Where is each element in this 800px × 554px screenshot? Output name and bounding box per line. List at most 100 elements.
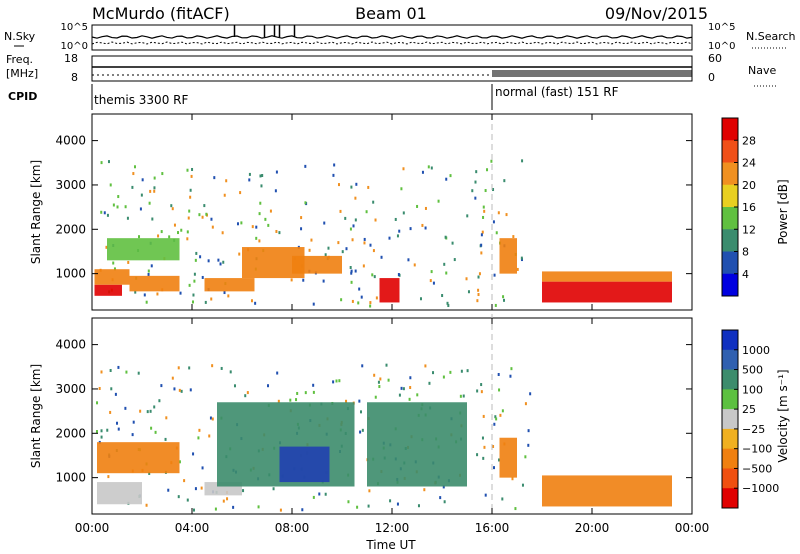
- scatter-cell: [430, 270, 433, 274]
- scatter-cell: [139, 409, 142, 413]
- scatter-cell: [223, 291, 226, 295]
- echo-region: [292, 255, 342, 274]
- nave-tick-low: 0: [708, 71, 715, 84]
- scatter-cell: [524, 402, 527, 406]
- scatter-cell: [494, 415, 497, 419]
- scatter-cell: [193, 272, 196, 276]
- velocity-heatmap: [95, 363, 672, 512]
- scatter-cell: [312, 302, 315, 306]
- scatter-cell: [201, 466, 204, 470]
- nsky-panel: [91, 24, 693, 51]
- scatter-cell: [138, 235, 141, 239]
- scatter-cell: [354, 196, 357, 200]
- time-tick-label: 20:00: [575, 521, 610, 535]
- velocity-y-axis: 1000 2000 3000 4000: [55, 338, 692, 485]
- colorbar-tick-label: 25: [742, 403, 756, 416]
- scatter-cell: [480, 243, 483, 247]
- freq-trace: [92, 66, 692, 77]
- scatter-cell: [493, 466, 496, 470]
- scatter-cell: [242, 489, 245, 493]
- scatter-cell: [209, 416, 212, 420]
- scatter-cell: [482, 456, 485, 460]
- scatter-cell: [269, 209, 272, 213]
- scatter-cell: [499, 413, 502, 417]
- scatter-cell: [466, 214, 469, 218]
- scatter-cell: [423, 488, 426, 492]
- scatter-cell: [289, 398, 292, 402]
- scatter-cell: [161, 172, 164, 176]
- scatter-cell: [198, 428, 201, 432]
- scatter-cell: [501, 409, 504, 413]
- station-title: McMurdo (fitACF): [92, 4, 230, 23]
- scatter-cell: [210, 297, 213, 301]
- scatter-cell: [197, 436, 200, 440]
- scatter-cell: [180, 228, 183, 232]
- colorbar-segment: [722, 207, 738, 230]
- scatter-cell: [154, 430, 157, 434]
- scatter-cell: [400, 386, 403, 390]
- scatter-cell: [349, 227, 352, 231]
- scatter-cell: [465, 277, 468, 281]
- scatter-cell: [244, 394, 247, 398]
- scatter-cell: [173, 387, 176, 391]
- colorbar-segment: [722, 184, 738, 208]
- scatter-cell: [106, 428, 109, 432]
- nave-tick-high: 60: [708, 52, 722, 65]
- scatter-cell: [480, 390, 483, 394]
- freq-units-label: [MHz]: [6, 67, 38, 80]
- scatter-cell: [445, 177, 448, 181]
- scatter-cell: [409, 386, 412, 390]
- scatter-cell: [369, 301, 372, 305]
- scatter-cell: [327, 246, 330, 250]
- scatter-cell: [324, 492, 327, 496]
- freq-tick-low: 8: [71, 71, 78, 84]
- scatter-cell: [277, 399, 280, 403]
- scatter-cell: [449, 174, 452, 178]
- colorbar-tick-label: −25: [742, 423, 765, 436]
- scatter-cell: [295, 398, 298, 402]
- scatter-cell: [493, 422, 496, 426]
- scatter-cell: [441, 294, 444, 298]
- scatter-cell: [402, 167, 405, 171]
- scatter-cell: [153, 186, 156, 190]
- scatter-cell: [443, 500, 446, 504]
- scatter-cell: [413, 263, 416, 267]
- scatter-cell: [186, 168, 189, 172]
- scatter-cell: [192, 508, 195, 512]
- scatter-cell: [107, 160, 110, 164]
- scatter-cell: [109, 368, 112, 372]
- time-tick-label: 08:00: [275, 521, 310, 535]
- scatter-cell: [442, 485, 445, 489]
- echo-region: [107, 238, 180, 261]
- colorbar-segment: [722, 369, 738, 390]
- scatter-cell: [332, 380, 335, 384]
- scatter-cell: [421, 170, 424, 174]
- beam-title: Beam 01: [355, 4, 427, 23]
- scatter-cell: [480, 383, 483, 387]
- scatter-cell: [398, 229, 401, 233]
- scatter-cell: [296, 391, 299, 395]
- scatter-cell: [512, 235, 515, 239]
- scatter-cell: [361, 428, 364, 432]
- scatter-cell: [416, 393, 419, 397]
- scatter-cell: [505, 213, 508, 217]
- scatter-cell: [492, 220, 495, 224]
- scatter-cell: [200, 486, 203, 490]
- scatter-cell: [189, 388, 192, 392]
- nsearch-label: N.Search: [746, 30, 796, 43]
- scatter-cell: [117, 427, 120, 431]
- scatter-cell: [451, 241, 454, 245]
- scatter-cell: [378, 385, 381, 389]
- nsky-trace: [91, 25, 693, 45]
- scatter-cell: [323, 221, 326, 225]
- scatter-cell: [194, 487, 197, 491]
- scatter-cell: [498, 388, 501, 392]
- scatter-cell: [240, 221, 243, 225]
- scatter-cell: [171, 207, 174, 211]
- scatter-cell: [484, 493, 487, 497]
- scatter-cell: [527, 429, 530, 433]
- echo-region: [542, 271, 672, 282]
- scatter-cell: [125, 370, 128, 374]
- scatter-cell: [189, 195, 192, 199]
- scatter-cell: [139, 207, 142, 211]
